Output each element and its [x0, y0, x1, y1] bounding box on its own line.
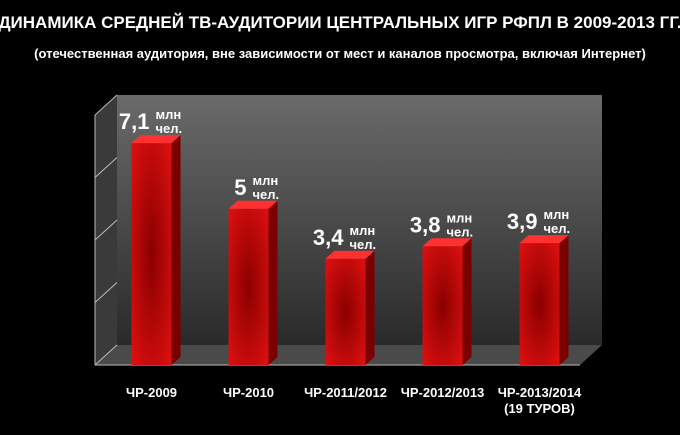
bar: [519, 235, 569, 365]
bar-front: [131, 143, 172, 365]
value-unit: млн чел.: [447, 210, 474, 239]
value-label: 3,8: [410, 212, 441, 237]
tick-mark: [94, 157, 118, 178]
bar: [422, 238, 472, 365]
bar-top: [228, 200, 278, 209]
bar-top: [325, 250, 375, 259]
bar-front: [228, 208, 269, 365]
value-unit: млн чел.: [350, 223, 377, 252]
chart-title: ДИНАМИКА СРЕДНЕЙ ТВ-АУДИТОРИИ ЦЕНТРАЛЬНЫ…: [0, 13, 680, 32]
value-label: 7,1: [119, 109, 150, 134]
tick-mark: [94, 219, 118, 241]
value-unit: млн чел.: [253, 173, 280, 202]
bar-front: [325, 258, 366, 365]
x-tick-label: ЧР-2009: [126, 385, 177, 400]
x-tick-label: ЧР-2012/2013: [401, 385, 485, 400]
chart-subtitle: (отечественная аудитория, вне зависимост…: [34, 46, 646, 61]
bar-top: [519, 235, 569, 244]
tick-mark: [94, 344, 118, 366]
x-tick-label: ЧР-2010: [223, 385, 274, 400]
bar-top: [131, 135, 181, 144]
bar: [325, 250, 375, 365]
value-unit: млн чел.: [544, 207, 571, 236]
tick-mark: [94, 282, 118, 303]
value-label: 3,4: [313, 225, 344, 250]
bar-top: [422, 238, 472, 247]
bar-side: [559, 235, 569, 365]
bar-front: [519, 243, 560, 365]
value-label: 5: [234, 175, 246, 200]
value-label: 3,9: [507, 209, 538, 234]
bar-front: [422, 246, 463, 365]
bar-side: [462, 238, 472, 365]
bar: [228, 200, 278, 365]
bar-side: [268, 200, 278, 365]
x-tick-label: ЧР-2011/2012: [304, 385, 387, 400]
bar: [131, 135, 181, 365]
bar-side: [171, 135, 181, 365]
value-unit: млн чел.: [156, 107, 183, 136]
x-tick-label: ЧР-2013/2014 (19 ТУРОВ): [498, 385, 582, 416]
tick-mark: [94, 94, 118, 116]
bar-side: [365, 250, 375, 365]
